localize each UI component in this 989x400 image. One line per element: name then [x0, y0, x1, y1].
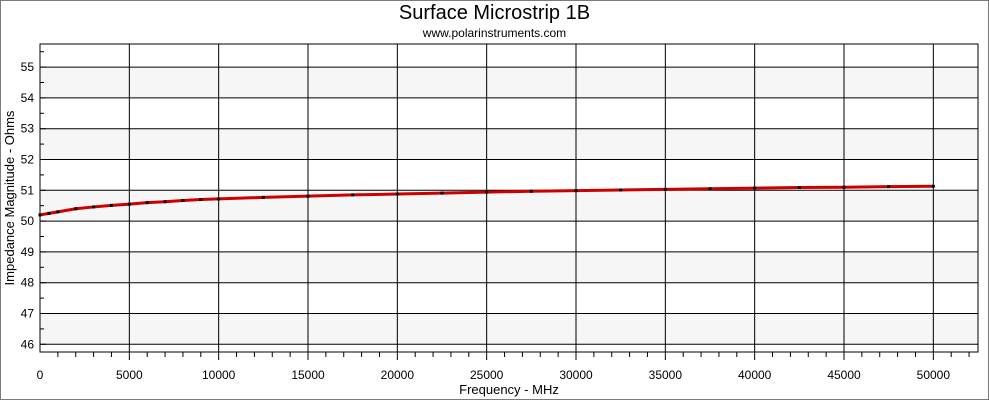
data-point [574, 189, 578, 193]
plot-band [40, 67, 978, 98]
data-point [351, 193, 355, 197]
plot-band [40, 313, 978, 345]
data-point [440, 191, 444, 195]
x-tick-label: 20000 [381, 368, 415, 382]
data-point [92, 205, 96, 209]
data-point [708, 187, 712, 191]
data-point [931, 184, 935, 188]
axis-ticks: 46 47 48 49 50 51 52 53 54 55 0 5000 10000 15000 20000… [21, 51, 970, 382]
data-point [56, 210, 60, 214]
y-tick-label: 50 [21, 214, 35, 228]
data-point [797, 186, 801, 190]
data-point [619, 188, 623, 192]
x-tick-label: 50000 [917, 368, 951, 382]
data-point [395, 192, 399, 196]
x-tick-label: 0 [37, 368, 44, 382]
y-axis-label: Impedance Magnitude - Ohms [2, 110, 17, 285]
y-tick-label: 51 [21, 183, 35, 197]
chart-title: Surface Microstrip 1B [398, 2, 591, 24]
x-tick-label: 25000 [470, 368, 504, 382]
y-tick-label: 47 [21, 307, 35, 321]
data-point [199, 198, 203, 202]
data-point [163, 200, 167, 204]
y-tick-label: 52 [21, 153, 35, 167]
data-point [217, 197, 221, 201]
y-tick-label: 54 [21, 91, 35, 105]
y-tick-label: 55 [21, 60, 35, 74]
x-axis-label: Frequency - MHz [459, 382, 559, 397]
y-tick-label: 46 [21, 337, 35, 351]
plot-area-border [39, 43, 979, 353]
y-tick-label: 48 [21, 276, 35, 290]
data-point [663, 187, 667, 191]
x-tick-label: 10000 [202, 368, 236, 382]
x-tick-label: 15000 [291, 368, 325, 382]
data-point [109, 203, 113, 207]
y-tick-label: 49 [21, 245, 35, 259]
data-point [842, 185, 846, 189]
plot-band [40, 190, 978, 222]
x-tick-label: 40000 [738, 368, 772, 382]
plot-bands [40, 67, 978, 345]
data-point [145, 201, 149, 205]
data-point [485, 190, 489, 194]
data-point [306, 194, 310, 198]
data-point [261, 195, 265, 199]
x-tick-label: 5000 [116, 368, 143, 382]
y-tick-label: 53 [21, 122, 35, 136]
data-point [127, 202, 131, 206]
data-point [529, 189, 533, 193]
chart-subtitle: www.polarinstruments.com [422, 26, 567, 40]
data-point [47, 211, 51, 215]
data-point [181, 198, 185, 202]
data-point [74, 207, 78, 211]
plot-band [40, 251, 978, 283]
series-line [39, 184, 934, 217]
x-tick-label: 35000 [649, 368, 683, 382]
x-tick-label: 30000 [559, 368, 593, 382]
data-point [753, 186, 757, 190]
data-point [887, 185, 891, 189]
plot-band [40, 128, 978, 160]
x-tick-label: 45000 [827, 368, 861, 382]
